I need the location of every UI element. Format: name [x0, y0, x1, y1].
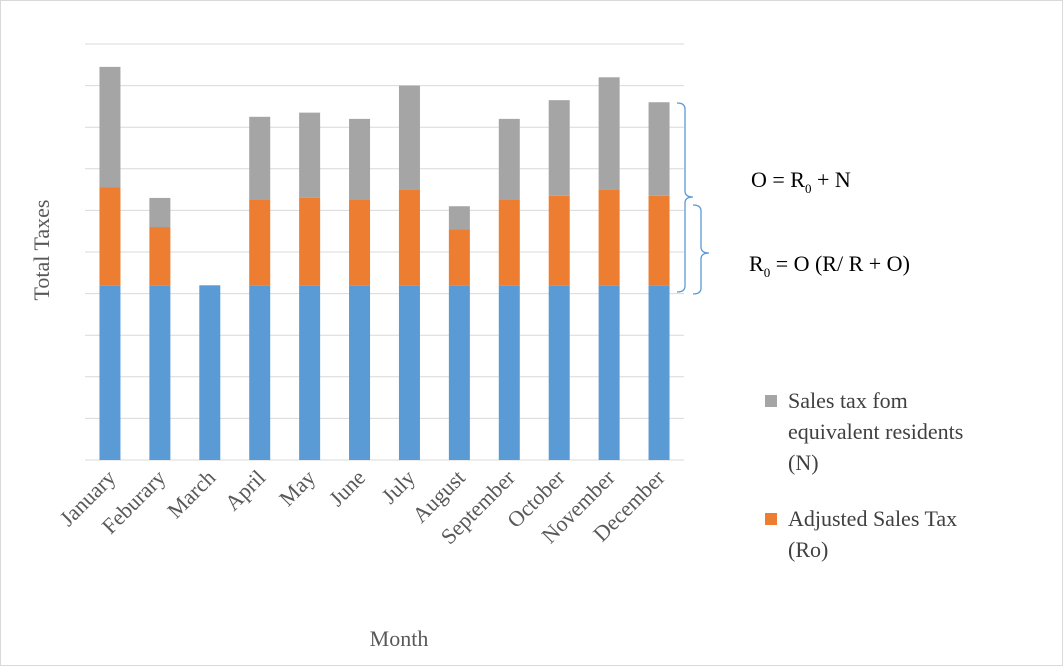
x-tick-label: April	[220, 465, 271, 516]
legend-label: (N)	[788, 450, 819, 475]
bar-segment-may-s0	[299, 285, 321, 460]
formula-annotation: O = R0 + N	[751, 167, 851, 196]
bar-segment-may-s1	[299, 197, 321, 286]
bar-segment-feburary-s0	[149, 285, 171, 460]
legend: Sales tax fom equivalent residents (N) Adju…	[765, 388, 963, 562]
bar-segment-june-s0	[349, 285, 371, 460]
bar-segment-september-s2	[498, 118, 520, 200]
bar-segment-feburary-s2	[149, 197, 171, 228]
bars	[99, 66, 670, 460]
formula-annotation: R0 = O (R/ R + O)	[749, 251, 910, 280]
bar-segment-august-s0	[448, 285, 470, 460]
bar-segment-january-s1	[99, 187, 121, 286]
legend-label: Adjusted Sales Tax	[788, 506, 957, 531]
legend-label: equivalent residents	[788, 419, 963, 444]
bar-segment-november-s1	[598, 189, 620, 286]
bar-segment-january-s0	[99, 285, 121, 460]
x-tick-label: May	[274, 465, 320, 511]
legend-swatch	[765, 513, 777, 525]
x-tick-label: July	[376, 465, 420, 509]
upper-brace	[676, 102, 694, 293]
bar-segment-july-s2	[398, 85, 420, 190]
x-tick-label: June	[324, 465, 370, 511]
x-tick-label: March	[162, 465, 220, 523]
x-axis-title: Month	[370, 626, 429, 651]
formula-annotations: O = R0 + N R0 = O (R/ R + O)	[749, 167, 910, 280]
bar-segment-october-s1	[548, 195, 570, 286]
bar-segment-january-s2	[99, 66, 121, 188]
lower-brace	[692, 204, 710, 295]
bar-segment-april-s2	[249, 116, 271, 200]
bar-segment-november-s2	[598, 77, 620, 190]
bar-segment-december-s2	[648, 102, 670, 196]
gridlines	[85, 43, 684, 461]
bar-segment-november-s0	[598, 285, 620, 460]
bar-segment-may-s2	[299, 112, 321, 198]
formula-brackets	[676, 102, 710, 295]
bar-segment-march-s0	[199, 285, 221, 460]
bar-segment-october-s0	[548, 285, 570, 460]
bar-segment-august-s2	[448, 206, 470, 230]
legend-label: Sales tax fom	[788, 388, 908, 413]
bar-segment-september-s0	[498, 285, 520, 460]
bar-segment-feburary-s1	[149, 227, 171, 286]
bar-segment-september-s1	[498, 200, 520, 286]
bar-segment-april-s1	[249, 200, 271, 286]
bar-segment-july-s1	[398, 189, 420, 286]
bar-segment-august-s1	[448, 229, 470, 286]
bar-segment-july-s0	[398, 285, 420, 460]
legend-swatch	[765, 395, 777, 407]
bar-segment-december-s1	[648, 195, 670, 286]
bar-segment-april-s0	[249, 285, 271, 460]
bar-segment-december-s0	[648, 285, 670, 460]
bar-segment-june-s1	[349, 200, 371, 286]
bar-segment-october-s2	[548, 100, 570, 196]
y-axis-title: Total Taxes	[29, 200, 54, 301]
bar-segment-june-s2	[349, 118, 371, 200]
legend-label: (Ro)	[788, 537, 828, 562]
